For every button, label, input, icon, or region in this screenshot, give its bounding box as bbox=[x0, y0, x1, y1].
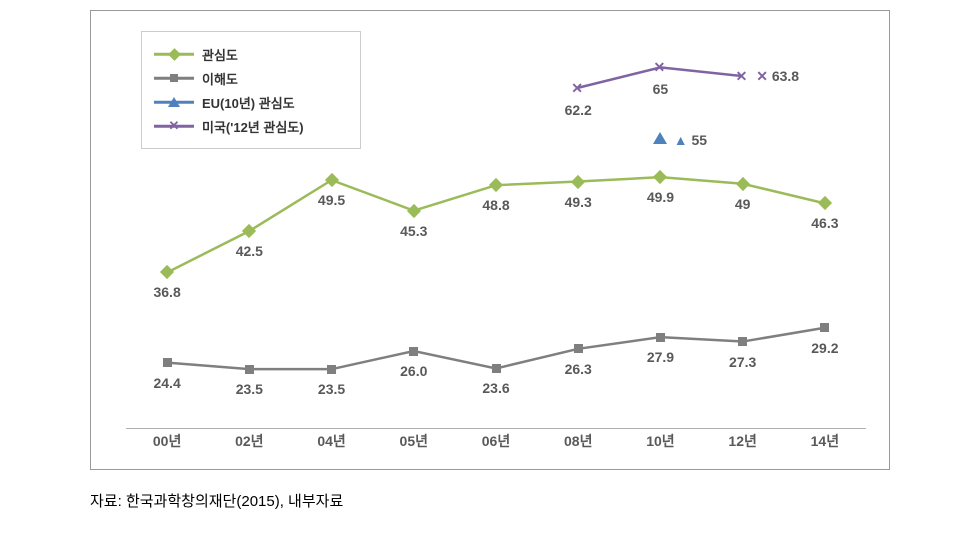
x-tick: 12년 bbox=[728, 431, 756, 451]
legend-label: EU(10년) 관심도 bbox=[202, 93, 295, 112]
data-marker bbox=[653, 132, 667, 144]
legend-marker bbox=[154, 47, 194, 61]
legend-item: EU(10년) 관심도 bbox=[154, 92, 348, 112]
legend-symbol bbox=[170, 74, 178, 82]
data-label: 26.3 bbox=[565, 361, 592, 377]
data-marker: ✕ bbox=[736, 69, 748, 83]
chart-container: ✕ ✕ ✕ 36.8 42.5 49.5 45.3 48.8 49.3 49.9 49 46.3 24… bbox=[90, 10, 890, 470]
x-tick: 14년 bbox=[811, 431, 839, 451]
legend-item: ✕ 미국('12년 관심도) bbox=[154, 116, 348, 136]
data-label: 49.5 bbox=[318, 192, 345, 208]
legend-label: 이해도 bbox=[202, 69, 238, 88]
data-marker bbox=[574, 344, 583, 353]
legend-marker bbox=[154, 71, 194, 85]
data-marker bbox=[163, 358, 172, 367]
legend-symbol bbox=[168, 97, 180, 107]
data-marker bbox=[245, 365, 254, 374]
x-tick: 08년 bbox=[564, 431, 592, 451]
data-marker bbox=[738, 337, 747, 346]
data-label: 23.5 bbox=[236, 381, 263, 397]
x-tick: 00년 bbox=[153, 431, 181, 451]
legend-symbol: ✕ bbox=[169, 118, 180, 134]
data-label: 29.2 bbox=[811, 340, 838, 356]
data-marker bbox=[409, 347, 418, 356]
legend-symbol bbox=[168, 48, 181, 61]
data-label: 49 bbox=[735, 196, 751, 212]
data-label: 46.3 bbox=[811, 215, 838, 231]
data-label: 24.4 bbox=[153, 375, 180, 391]
x-tick: 04년 bbox=[317, 431, 345, 451]
data-label: 27.9 bbox=[647, 349, 674, 365]
data-marker: ✕ bbox=[571, 81, 583, 95]
x-tick: 10년 bbox=[646, 431, 674, 451]
x-axis: 00년 02년 04년 05년 06년 08년 10년 12년 14년 bbox=[126, 429, 866, 454]
data-label: 26.0 bbox=[400, 363, 427, 379]
data-label: 62.2 bbox=[565, 102, 592, 118]
data-label: 45.3 bbox=[400, 223, 427, 239]
x-tick: 05년 bbox=[400, 431, 428, 451]
data-marker bbox=[492, 364, 501, 373]
source-label: 자료: bbox=[90, 493, 122, 510]
data-label: 49.9 bbox=[647, 189, 674, 205]
legend-item: 이해도 bbox=[154, 68, 348, 88]
data-label: 65 bbox=[653, 81, 669, 97]
x-tick: 02년 bbox=[235, 431, 263, 451]
data-label: 23.6 bbox=[482, 380, 509, 396]
data-label: ✕ 63.8 bbox=[756, 68, 799, 85]
series-line bbox=[167, 328, 825, 369]
legend-label: 관심도 bbox=[202, 45, 238, 64]
legend-label: 미국('12년 관심도) bbox=[202, 117, 304, 136]
data-label: 27.3 bbox=[729, 354, 756, 370]
legend-item: 관심도 bbox=[154, 44, 348, 64]
data-label: ▲ 55 bbox=[674, 132, 707, 148]
source-value: 한국과학창의재단(2015), 내부자료 bbox=[126, 493, 343, 510]
legend-marker: ✕ bbox=[154, 119, 194, 133]
source-text: 자료: 한국과학창의재단(2015), 내부자료 bbox=[90, 490, 343, 511]
data-marker bbox=[327, 365, 336, 374]
data-marker: ✕ bbox=[653, 60, 665, 74]
x-tick: 06년 bbox=[482, 431, 510, 451]
data-label: 36.8 bbox=[153, 284, 180, 300]
data-marker bbox=[820, 323, 829, 332]
data-label: 23.5 bbox=[318, 381, 345, 397]
legend: 관심도이해도 EU(10년) 관심도 ✕ 미국('12년 관심도) bbox=[141, 31, 361, 149]
legend-marker bbox=[154, 95, 194, 109]
data-marker bbox=[656, 333, 665, 342]
data-label: 42.5 bbox=[236, 243, 263, 259]
data-label: 48.8 bbox=[482, 197, 509, 213]
data-label: 49.3 bbox=[565, 194, 592, 210]
